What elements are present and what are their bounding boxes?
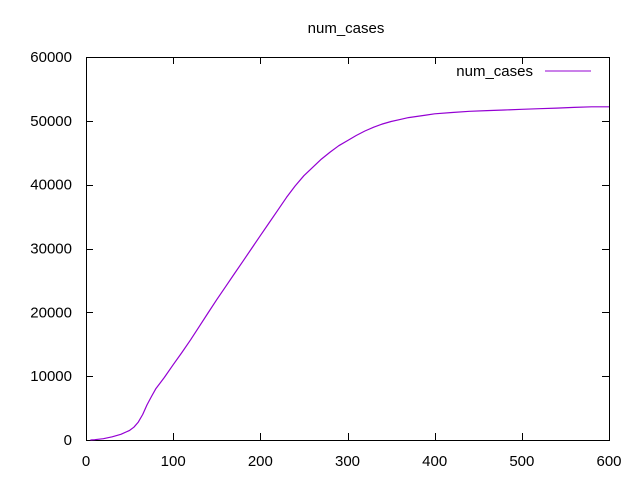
- y-tick-label: 50000: [30, 113, 72, 130]
- series-layer: [90, 106, 609, 441]
- y-axis-ticks: 0 10000 20000 30000 40000 50000 60000: [30, 49, 609, 449]
- series-line: [90, 106, 609, 441]
- x-tick-label: 500: [509, 453, 534, 470]
- x-tick-label: 0: [82, 453, 90, 470]
- legend-label: num_cases: [456, 63, 533, 80]
- y-tick-label: 60000: [30, 49, 72, 66]
- x-tick-label: 100: [161, 453, 186, 470]
- x-tick-label: 200: [248, 453, 273, 470]
- x-tick-label: 400: [422, 453, 447, 470]
- chart-title: num_cases: [308, 20, 385, 37]
- y-tick-label: 20000: [30, 304, 72, 321]
- legend: num_cases: [456, 63, 591, 80]
- x-tick-label: 600: [596, 453, 621, 470]
- y-tick-label: 40000: [30, 177, 72, 194]
- x-tick-label: 300: [335, 453, 360, 470]
- x-axis-ticks: 0 100 200 300 400 500 600: [82, 57, 622, 470]
- y-tick-label: 0: [64, 432, 72, 449]
- y-tick-label: 30000: [30, 241, 72, 258]
- y-tick-label: 10000: [30, 368, 72, 385]
